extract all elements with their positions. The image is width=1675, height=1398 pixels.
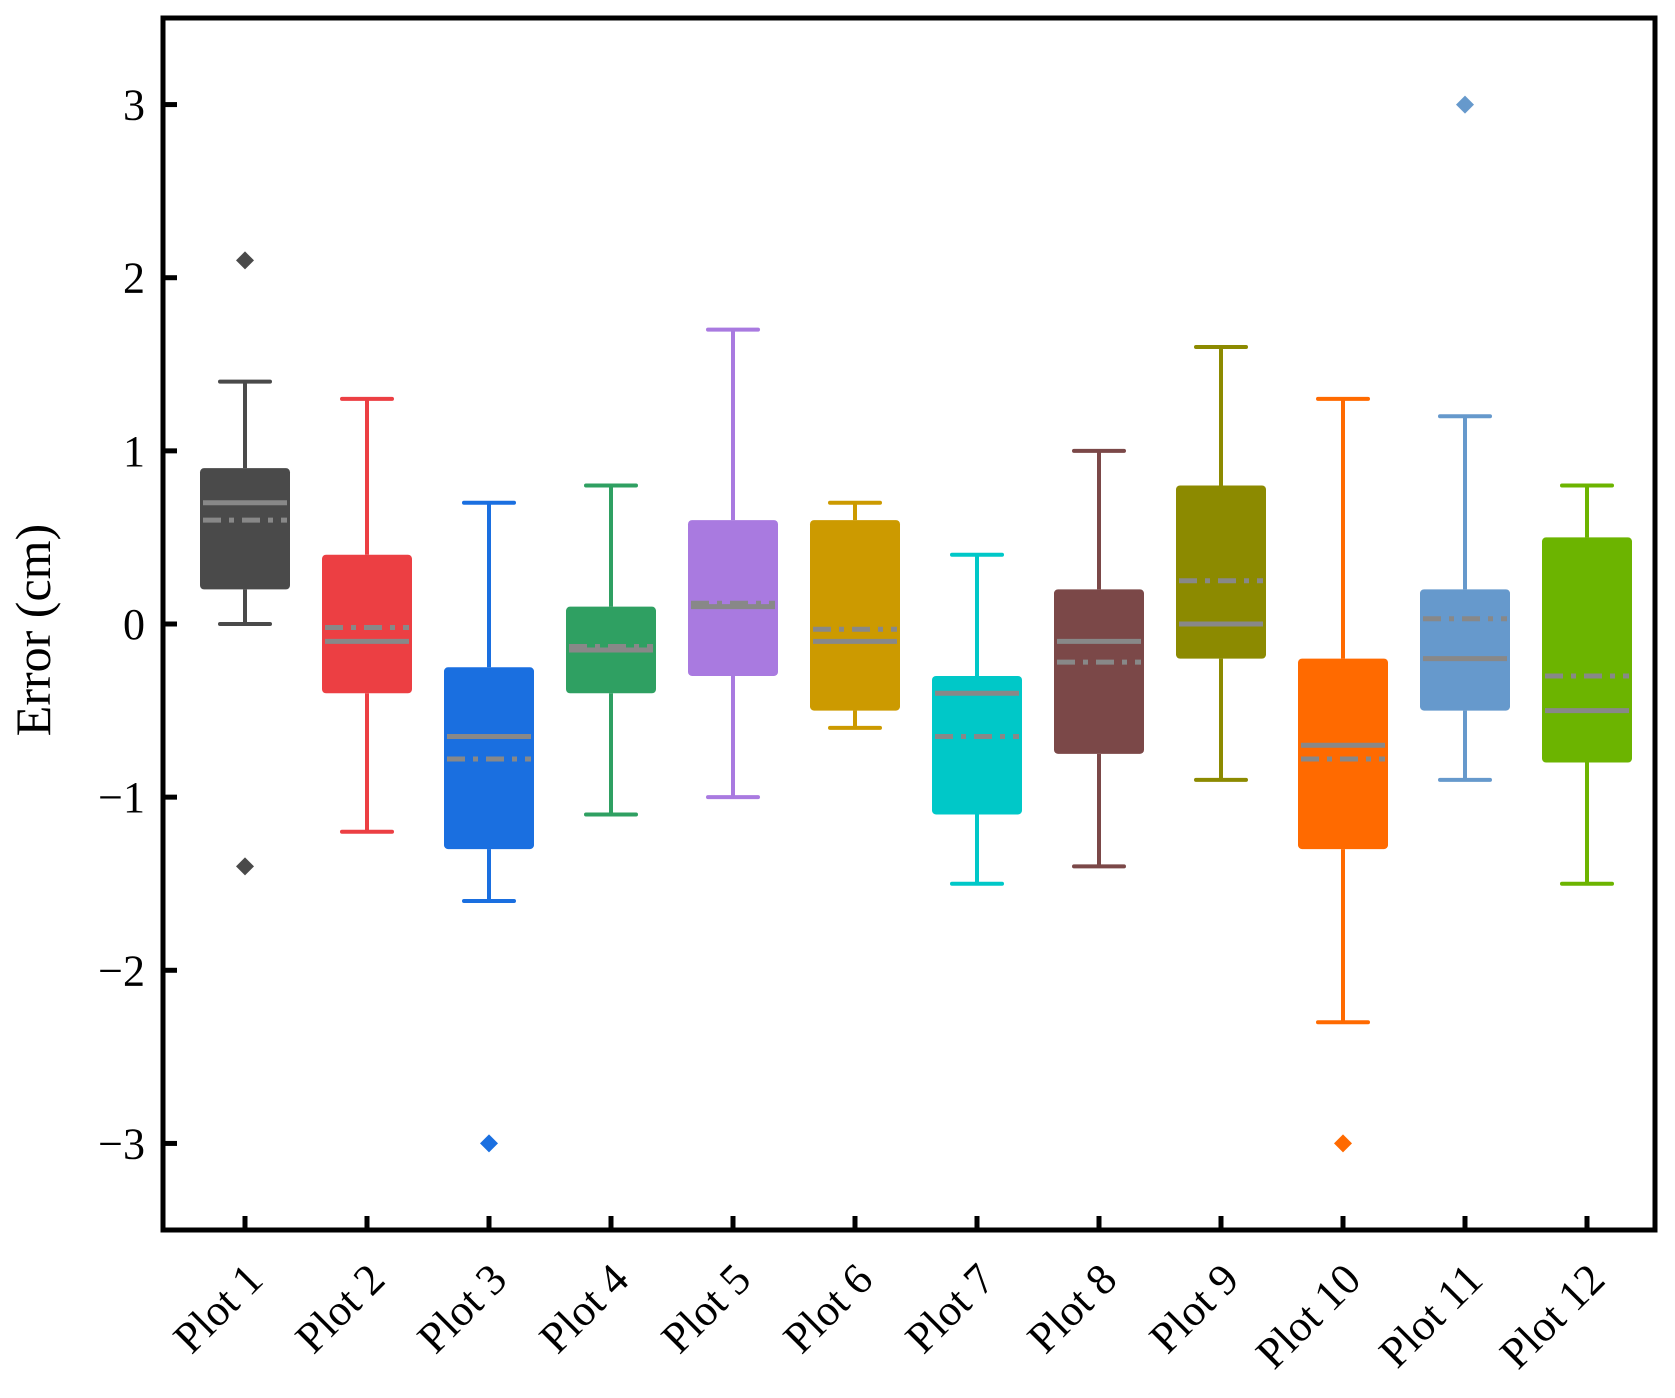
outlier-point [480, 1134, 498, 1153]
box-group [932, 552, 1022, 886]
x-tick-label: Plot 8 [1018, 1254, 1126, 1362]
iqr-box [1420, 589, 1510, 711]
iqr-box [322, 554, 412, 694]
x-tick-label: Plot 1 [164, 1254, 272, 1362]
outlier-point [1456, 95, 1474, 114]
box-group [1298, 396, 1388, 1153]
x-tick-label: Plot 12 [1490, 1254, 1614, 1378]
outlier-point [1334, 1134, 1352, 1153]
outlier-point [236, 857, 254, 876]
y-tick-label: −2 [98, 946, 145, 995]
y-tick-label: 2 [123, 254, 145, 303]
iqr-box [1054, 589, 1144, 754]
y-tick-label: −1 [98, 773, 145, 822]
box-group [1420, 95, 1510, 782]
iqr-box [688, 520, 778, 676]
iqr-box [1542, 537, 1632, 763]
y-tick-label: 0 [123, 600, 145, 649]
box-group [688, 327, 778, 800]
iqr-box [810, 520, 900, 711]
box-group [322, 396, 412, 834]
y-tick-label: 1 [123, 427, 145, 476]
iqr-box [1176, 485, 1266, 659]
outlier-point [236, 251, 254, 270]
x-tick-label: Plot 6 [774, 1254, 882, 1362]
x-tick-label: Plot 9 [1140, 1254, 1248, 1362]
x-tick-label: Plot 11 [1370, 1254, 1493, 1377]
iqr-box [200, 468, 290, 590]
box-group [200, 251, 290, 876]
iqr-box [1298, 658, 1388, 850]
x-tick-label: Plot 10 [1246, 1254, 1370, 1378]
x-tick-label: Plot 3 [408, 1254, 516, 1362]
y-axis-title: Error (cm) [5, 524, 61, 736]
y-tick-label: −3 [98, 1119, 145, 1168]
y-tick-label: 3 [123, 81, 145, 130]
box-group [1542, 483, 1632, 886]
boxes-layer [200, 95, 1632, 1153]
box-group [444, 500, 534, 1153]
box-group [566, 483, 656, 817]
x-tick-label: Plot 4 [530, 1254, 638, 1362]
x-tick-label: Plot 7 [896, 1254, 1004, 1362]
x-tick-label: Plot 5 [652, 1254, 760, 1362]
box-group [1176, 344, 1266, 782]
x-tick-label: Plot 2 [286, 1254, 394, 1362]
box-group [810, 500, 900, 730]
box-group [1054, 448, 1144, 869]
iqr-box [932, 675, 1022, 815]
